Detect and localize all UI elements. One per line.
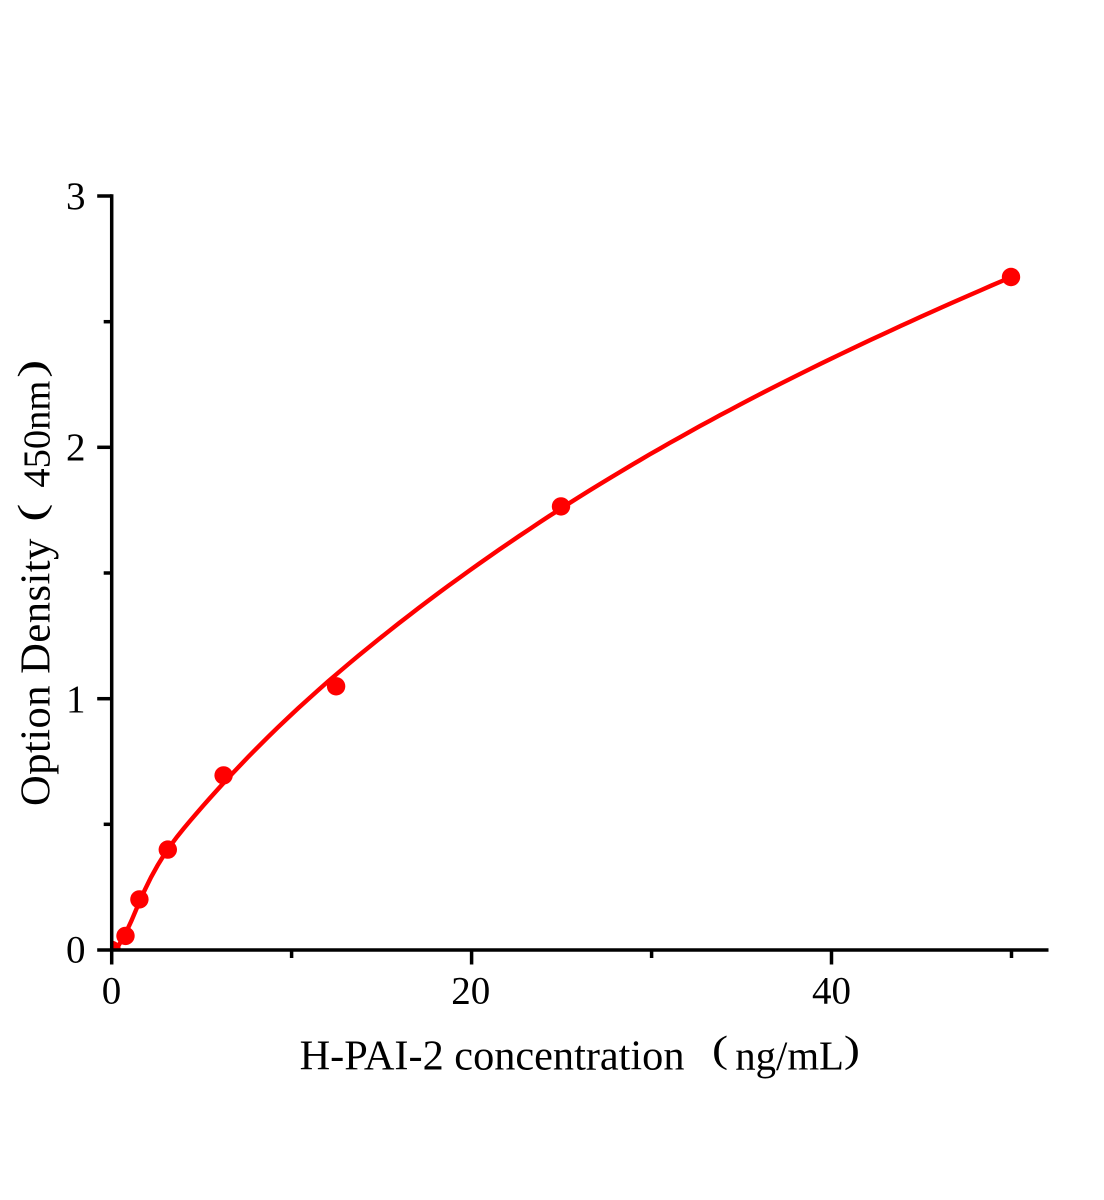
- svg-text:): ): [11, 360, 53, 378]
- svg-text:): ): [844, 1029, 860, 1071]
- svg-text:Option Density450nm: Option Density450nm: [13, 381, 60, 806]
- svg-text:H-PAI-2 concentration: H-PAI-2 concentration: [300, 1032, 685, 1079]
- svg-text:2: 2: [66, 426, 86, 469]
- svg-text:3: 3: [66, 175, 86, 218]
- svg-text:1: 1: [66, 678, 86, 721]
- svg-text:20: 20: [451, 970, 490, 1013]
- svg-text:0: 0: [102, 970, 122, 1013]
- svg-text:0: 0: [66, 928, 86, 971]
- svg-text:(: (: [11, 504, 53, 522]
- svg-text:ng/mL: ng/mL: [735, 1033, 844, 1078]
- svg-text:40: 40: [812, 970, 851, 1013]
- svg-text:(: (: [712, 1029, 728, 1071]
